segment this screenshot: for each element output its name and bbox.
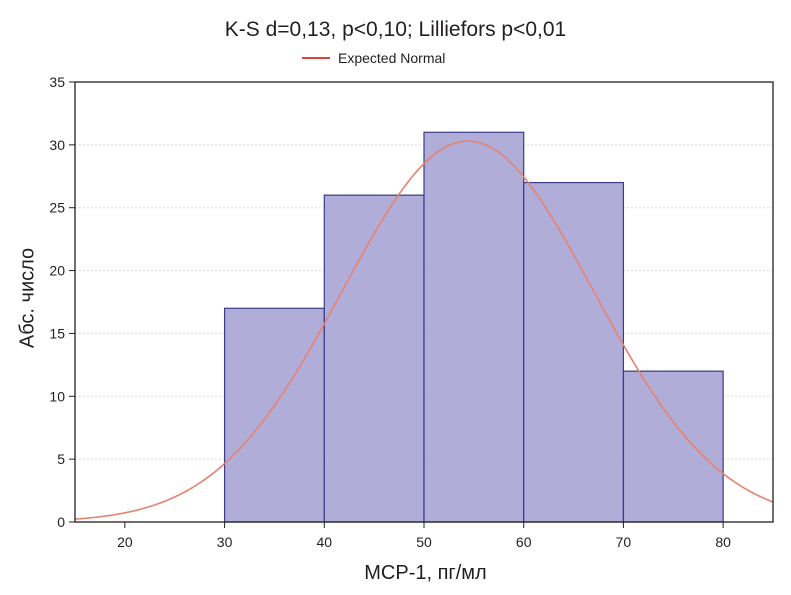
y-tick-label: 10 [49, 388, 65, 404]
x-tick-label: 50 [416, 534, 432, 550]
x-axis-label: MCP-1, пг/мл [364, 562, 487, 584]
x-tick-label: 60 [516, 534, 532, 550]
y-tick-label: 25 [49, 200, 65, 216]
x-tick-label: 20 [117, 534, 133, 550]
histogram-bar [622, 370, 724, 523]
histogram-bar [323, 194, 425, 523]
y-tick-label: 35 [49, 74, 65, 90]
x-tick-label: 70 [616, 534, 632, 550]
y-tick-label: 5 [57, 451, 65, 467]
histogram-bar [523, 181, 625, 523]
chart-title: K-S d=0,13, p<0,10; Lilliefors p<0,01 [224, 18, 567, 41]
y-tick-label: 15 [49, 325, 65, 341]
x-tick-label: 80 [715, 534, 731, 550]
y-axis-label: Абс. число [16, 247, 39, 349]
y-tick-label: 30 [49, 137, 65, 153]
x-tick-label: 40 [316, 534, 332, 550]
legend-label: Expected Normal [338, 50, 446, 66]
expected-normal-curve [74, 140, 774, 520]
y-tick-label: 0 [57, 514, 65, 530]
histogram-bar [223, 307, 325, 523]
y-tick-label: 20 [49, 263, 65, 279]
legend: Expected Normal [302, 50, 445, 66]
x-tick-label: 30 [217, 534, 233, 550]
histogram-bar [423, 131, 525, 523]
legend-line-swatch [302, 57, 330, 59]
